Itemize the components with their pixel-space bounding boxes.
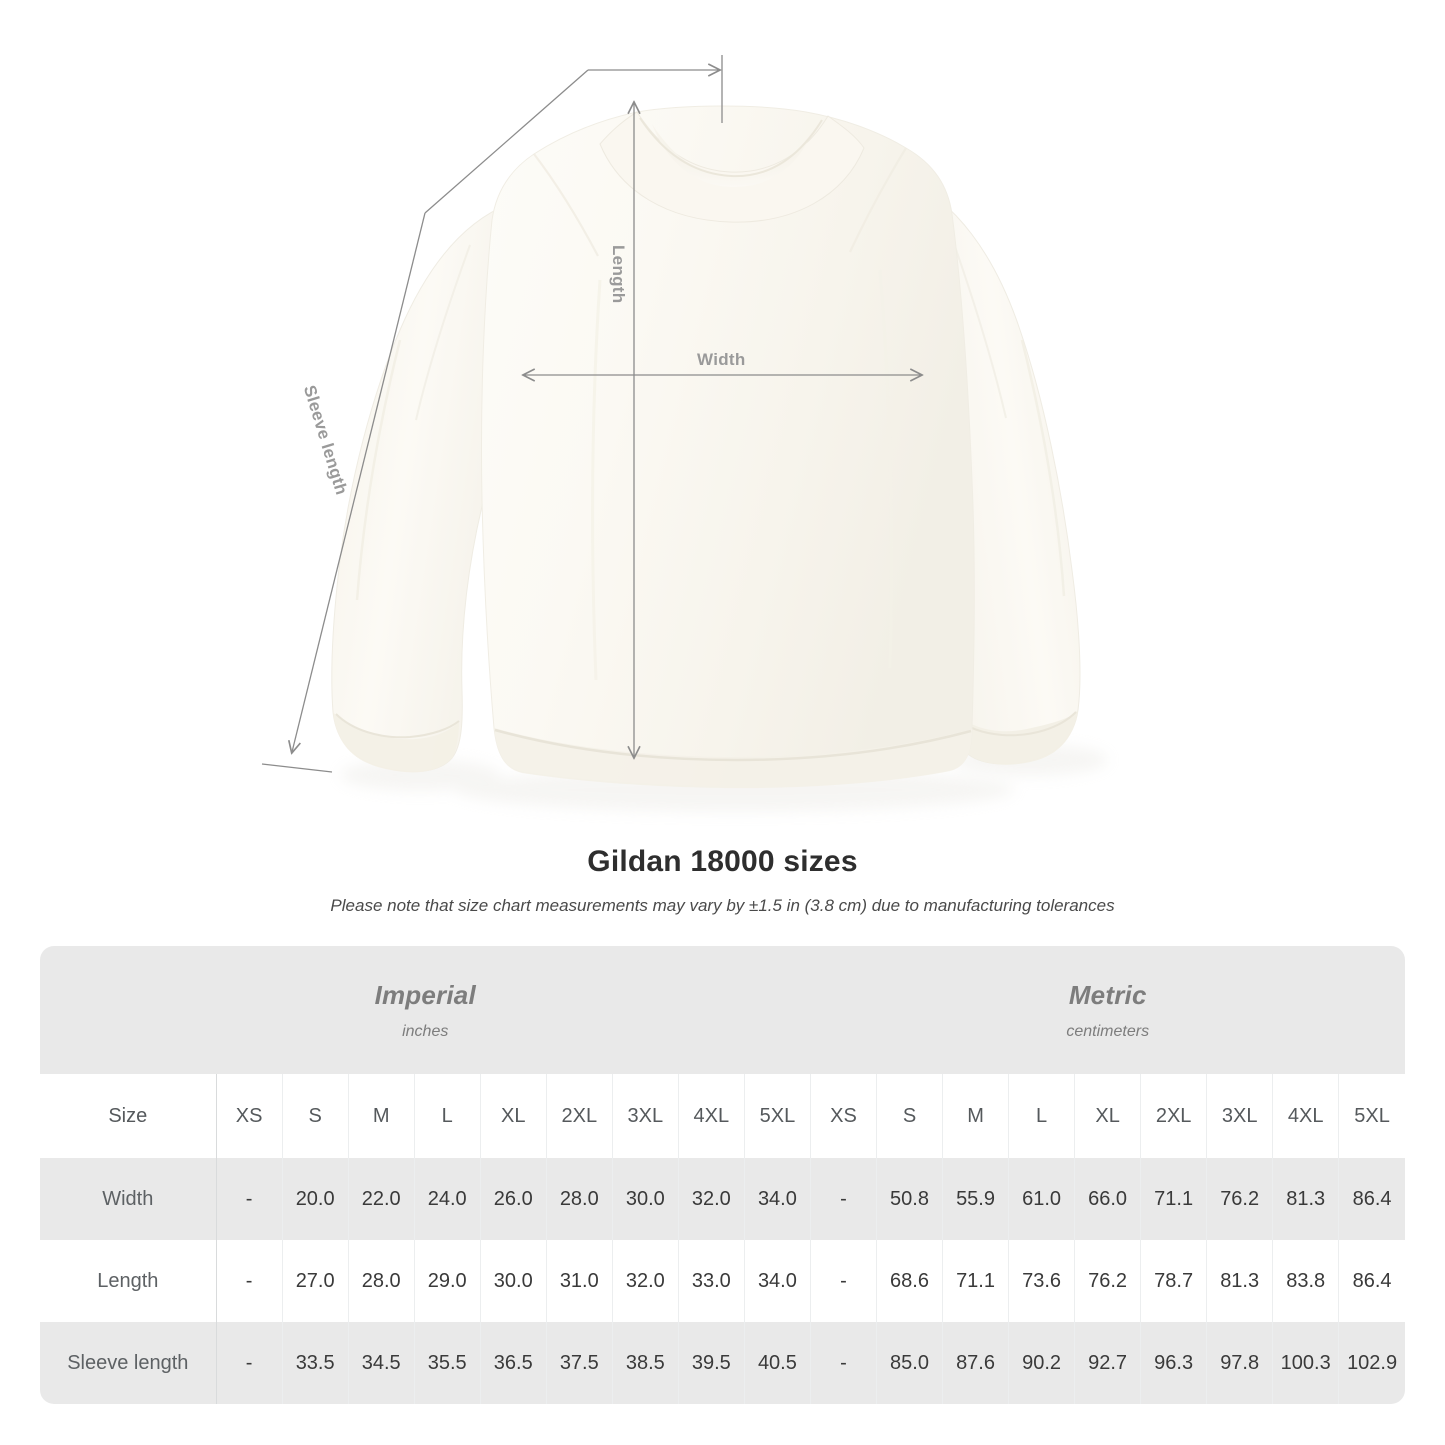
cell-length-in-s: 27.0	[282, 1240, 349, 1322]
cell-length-cm-s: 68.6	[876, 1240, 944, 1322]
cell-sleeve-length-cm-xl: 92.7	[1074, 1322, 1142, 1404]
header-cell-metric-2xl: 2XL	[1140, 1074, 1208, 1158]
cell-length-in-3xl: 32.0	[612, 1240, 679, 1322]
cell-sleeve-length-in-s: 33.5	[282, 1322, 349, 1404]
cell-sleeve-length-in-2xl: 37.5	[546, 1322, 613, 1404]
cell-sleeve-length-cm-5xl: 102.9	[1338, 1322, 1405, 1404]
size-chart-table: Imperial inches Metric centimeters Size XS S M L…	[40, 946, 1405, 1404]
collar	[599, 111, 865, 223]
cell-length-in-l: 29.0	[414, 1240, 481, 1322]
unit-group-imperial: Imperial inches	[40, 946, 811, 1074]
cell-width-in-xl: 26.0	[480, 1158, 547, 1240]
cell-sleeve-length-in-5xl: 40.5	[744, 1322, 811, 1404]
cell-width-in-2xl: 28.0	[546, 1158, 613, 1240]
row-label-sleeve-length: Sleeve length	[40, 1322, 217, 1404]
cell-length-in-m: 28.0	[348, 1240, 415, 1322]
header-cell-imperial-s: S	[282, 1074, 349, 1158]
title-block: Gildan 18000 sizes Please note that size…	[0, 845, 1445, 916]
size-chart-table-wrapper: Imperial inches Metric centimeters Size XS S M L…	[40, 946, 1405, 1404]
header-cell-metric-m: M	[942, 1074, 1010, 1158]
garment-body	[480, 105, 975, 789]
table-row: Width -20.0 22.0 24.0 26.0 28.0 30.0 32.0 34.0-5…	[40, 1158, 1405, 1240]
cell-sleeve-length-in-xl: 36.5	[480, 1322, 547, 1404]
cell-length-cm-m: 71.1	[942, 1240, 1010, 1322]
cell-sleeve-length-in-m: 34.5	[348, 1322, 415, 1404]
cell-sleeve-length-cm-4xl: 100.3	[1272, 1322, 1340, 1404]
row-label-width: Width	[40, 1158, 217, 1240]
header-cell-imperial-m: M	[348, 1074, 415, 1158]
header-cell-imperial-l: L	[414, 1074, 481, 1158]
cell-sleeve-length-cm-2xl: 96.3	[1140, 1322, 1208, 1404]
tolerance-note: Please note that size chart measurements…	[330, 896, 1115, 915]
unit-measure-name: centimeters	[1066, 1022, 1150, 1040]
header-cell-imperial-4xl: 4XL	[678, 1074, 745, 1158]
cell-width-cm-xl: 66.0	[1074, 1158, 1142, 1240]
cell-length-in-4xl: 33.0	[678, 1240, 745, 1322]
page-title: Gildan 18000 sizes	[587, 845, 858, 878]
table-row: Length -27.0 28.0 29.0 30.0 31.0 32.0 33.0 34.0-…	[40, 1240, 1405, 1322]
header-cell-metric-4xl: 4XL	[1272, 1074, 1340, 1158]
unit-measure-name: inches	[402, 1022, 449, 1040]
cell-length-cm-5xl: 86.4	[1338, 1240, 1405, 1322]
row-label-length: Length	[40, 1240, 217, 1322]
header-cell-metric-s: S	[876, 1074, 944, 1158]
cell-width-in-4xl: 32.0	[678, 1158, 745, 1240]
header-cell-imperial-5xl: 5XL	[744, 1074, 811, 1158]
header-cell-metric-3xl: 3XL	[1206, 1074, 1274, 1158]
cell-length-cm-3xl: 81.3	[1206, 1240, 1274, 1322]
cell-width-in-xs: -	[216, 1158, 283, 1240]
header-cell-size: Size	[40, 1074, 217, 1158]
cell-length-in-xl: 30.0	[480, 1240, 547, 1322]
length-label: Length	[609, 245, 628, 304]
unit-group-metric: Metric centimeters	[810, 946, 1405, 1074]
cell-width-cm-l: 61.0	[1008, 1158, 1076, 1240]
table-row: Sleeve length -33.5 34.5 35.5 36.5 37.5 38.5 39…	[40, 1322, 1405, 1404]
cell-sleeve-length-cm-m: 87.6	[942, 1322, 1010, 1404]
cell-length-cm-xl: 76.2	[1074, 1240, 1142, 1322]
cell-length-cm-l: 73.6	[1008, 1240, 1076, 1322]
cell-width-cm-2xl: 71.1	[1140, 1158, 1208, 1240]
width-label: Width	[697, 350, 746, 369]
cell-width-cm-3xl: 76.2	[1206, 1158, 1274, 1240]
unit-banner-row: Imperial inches Metric centimeters	[40, 946, 1405, 1074]
header-cell-imperial-xl: XL	[480, 1074, 547, 1158]
header-cell-imperial-2xl: 2XL	[546, 1074, 613, 1158]
cell-length-cm-xs: -	[809, 1240, 877, 1322]
cell-sleeve-length-cm-3xl: 97.8	[1206, 1322, 1274, 1404]
cell-length-in-5xl: 34.0	[744, 1240, 811, 1322]
cell-width-cm-xs: -	[809, 1158, 877, 1240]
cell-sleeve-length-in-xs: -	[216, 1322, 283, 1404]
cell-width-in-5xl: 34.0	[744, 1158, 811, 1240]
cell-sleeve-length-in-4xl: 39.5	[678, 1322, 745, 1404]
cell-width-in-s: 20.0	[282, 1158, 349, 1240]
header-cell-metric-xl: XL	[1074, 1074, 1142, 1158]
cell-width-in-3xl: 30.0	[612, 1158, 679, 1240]
header-cell-metric-5xl: 5XL	[1338, 1074, 1405, 1158]
cell-width-cm-4xl: 81.3	[1272, 1158, 1340, 1240]
cell-sleeve-length-cm-l: 90.2	[1008, 1322, 1076, 1404]
cell-sleeve-length-cm-s: 85.0	[876, 1322, 944, 1404]
cell-length-in-xs: -	[216, 1240, 283, 1322]
cell-sleeve-length-cm-xs: -	[809, 1322, 877, 1404]
header-cell-imperial-xs: XS	[216, 1074, 283, 1158]
sweatshirt-illustration	[331, 105, 1108, 812]
header-cell-metric-l: L	[1008, 1074, 1076, 1158]
cell-width-in-l: 24.0	[414, 1158, 481, 1240]
unit-system-name: Metric	[1068, 979, 1147, 1010]
cell-width-cm-5xl: 86.4	[1338, 1158, 1405, 1240]
cell-length-cm-4xl: 83.8	[1272, 1240, 1340, 1322]
unit-system-name: Imperial	[374, 979, 476, 1010]
table-header-row: Size XS S M L XL 2XL 3XL 4XL 5XL XS S M L XL 2XL 3XL 4XL 5…	[40, 1074, 1405, 1158]
header-cell-metric-xs: XS	[809, 1074, 877, 1158]
cell-length-cm-2xl: 78.7	[1140, 1240, 1208, 1322]
cell-width-cm-s: 50.8	[876, 1158, 944, 1240]
cell-width-cm-m: 55.9	[942, 1158, 1010, 1240]
cell-sleeve-length-in-l: 35.5	[414, 1322, 481, 1404]
product-diagram: Length Width Sleeve length	[261, 55, 1108, 812]
header-cell-imperial-3xl: 3XL	[612, 1074, 679, 1158]
cell-length-in-2xl: 31.0	[546, 1240, 613, 1322]
cell-sleeve-length-in-3xl: 38.5	[612, 1322, 679, 1404]
cell-width-in-m: 22.0	[348, 1158, 415, 1240]
